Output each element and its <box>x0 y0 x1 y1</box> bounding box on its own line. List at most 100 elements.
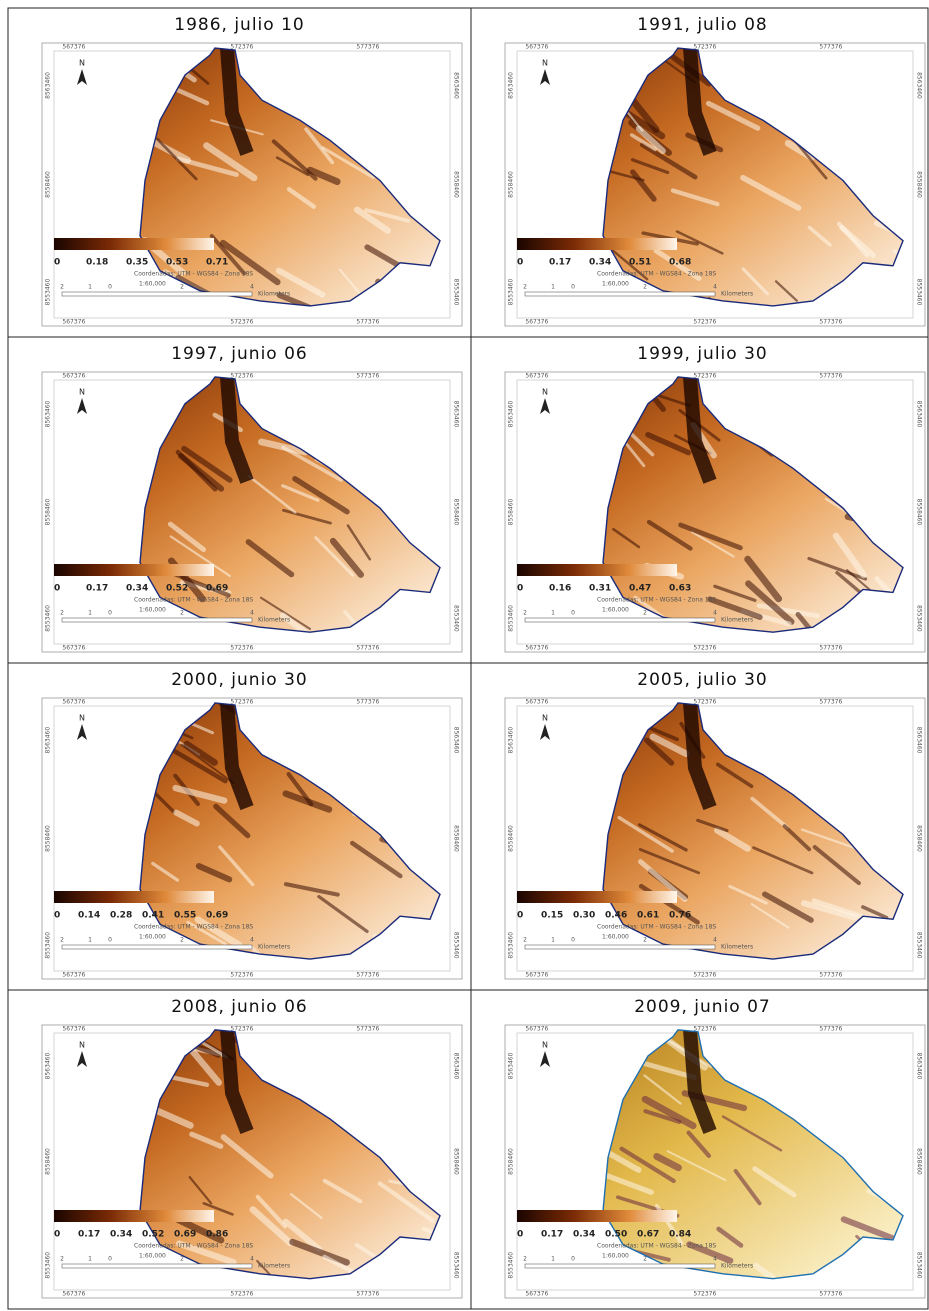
north-arrow <box>540 1051 550 1067</box>
map-inner-frame <box>53 1032 451 1291</box>
legend-bar <box>517 238 677 250</box>
north-arrow <box>77 398 87 414</box>
scale-bar <box>61 944 253 950</box>
panel-title: 2000, junio 30 <box>171 670 308 690</box>
terrain-streak <box>752 846 814 875</box>
scale-text: 1:60,000 <box>602 1253 629 1260</box>
terrain-streak <box>173 809 200 827</box>
terrain-streak <box>175 1216 225 1244</box>
x-coordinate: 567376 <box>62 1026 85 1033</box>
scale-tick: 2 <box>643 1256 647 1263</box>
terrain-streak <box>753 1262 786 1279</box>
y-coordinate: 8563460 <box>45 72 52 99</box>
terrain-streak <box>377 1181 435 1223</box>
y-coordinate: 8563460 <box>453 401 460 428</box>
terrain-streak <box>645 431 692 456</box>
y-coordinate: 8553460 <box>916 1252 923 1279</box>
terrain-streak <box>421 1226 440 1249</box>
x-coordinate: 567376 <box>62 373 85 380</box>
terrain-streak <box>275 267 326 298</box>
y-coordinate: 8553460 <box>45 279 52 306</box>
x-coordinate: 572376 <box>693 1291 716 1298</box>
y-coordinate: 8558460 <box>916 825 923 852</box>
map-panel: 1997, junio 06 567376 567376 572376 572376 57… <box>41 344 463 653</box>
x-coordinate: 577376 <box>819 44 842 51</box>
scale-bar <box>61 291 253 297</box>
terrain-streak <box>750 796 789 829</box>
map-inner-frame <box>516 1032 914 1291</box>
scale-tick: 2 <box>643 610 647 617</box>
terrain-streak <box>271 139 318 181</box>
legend-label: 0.34 <box>126 584 148 594</box>
scale-tick: 1 <box>88 610 92 617</box>
terrain-streak <box>156 137 198 181</box>
y-coordinate: 8553460 <box>508 605 515 632</box>
x-coordinate: 577376 <box>819 699 842 706</box>
terrain-streak <box>835 570 865 596</box>
legend-bar <box>517 891 677 903</box>
x-coordinate: 577376 <box>356 373 379 380</box>
y-coordinate: 8558460 <box>508 1148 515 1175</box>
legend-label: 0.34 <box>573 1230 595 1240</box>
scale-tick: 1 <box>551 610 555 617</box>
terrain-streak <box>666 1150 727 1182</box>
map-panel: 2005, julio 30 567376 567376 572376 572376 57… <box>504 670 926 980</box>
x-coordinate: 572376 <box>230 1026 253 1033</box>
y-coordinate: 8553460 <box>916 279 923 306</box>
north-arrow <box>540 69 550 85</box>
terrain-streak <box>836 221 870 258</box>
x-coordinate: 572376 <box>230 319 253 326</box>
terrain-streak <box>286 187 317 209</box>
y-coordinate: 8558460 <box>453 171 460 198</box>
x-coordinate: 572376 <box>693 1026 716 1033</box>
terrain-streak <box>218 845 255 887</box>
north-arrow <box>540 724 550 740</box>
scale-text: 1:60,000 <box>139 607 166 614</box>
legend-label: 0.16 <box>549 584 571 594</box>
legend-label: 0.15 <box>541 911 563 921</box>
scale-text: 1:60,000 <box>602 281 629 288</box>
terrain-streak <box>317 894 369 934</box>
terrain-streak <box>762 891 814 923</box>
north-label: N <box>79 388 85 397</box>
scale-text: 1:60,000 <box>139 281 166 288</box>
scale-tick: 0 <box>571 610 575 617</box>
terrain-streak <box>807 225 832 247</box>
terrain-streak <box>705 100 761 131</box>
basin-fill <box>140 376 440 633</box>
scale-unit: Kilometers <box>721 291 753 298</box>
x-coordinate: 577376 <box>356 645 379 652</box>
terrain-streak <box>617 815 674 853</box>
scale-unit: Kilometers <box>258 944 290 951</box>
scale-tick: 2 <box>523 610 527 617</box>
legend-label: 0.50 <box>605 1230 627 1240</box>
x-coordinate: 572376 <box>230 645 253 652</box>
legend-label: 0.86 <box>206 1230 228 1240</box>
scale-tick: 1 <box>88 284 92 291</box>
legend-label: 0.52 <box>166 584 188 594</box>
legend-label: 0.18 <box>86 258 108 268</box>
x-coordinate: 577376 <box>819 1026 842 1033</box>
y-coordinate: 8563460 <box>508 727 515 754</box>
legend-bar <box>54 238 214 250</box>
y-coordinate: 8553460 <box>916 932 923 959</box>
terrain-streak <box>255 1194 288 1229</box>
terrain-streak <box>175 449 218 492</box>
legend-label: 0 <box>54 1230 60 1240</box>
scale-tick: 4 <box>713 1256 717 1263</box>
y-coordinate: 8553460 <box>508 932 515 959</box>
terrain-streak <box>608 246 649 281</box>
x-coordinate: 572376 <box>693 44 716 51</box>
panel-title: 2008, junio 06 <box>171 997 308 1017</box>
coordinate-note: Coordenadas: UTM - WGS84 - Zona 18S <box>597 924 716 931</box>
legend-label: 0.61 <box>637 911 659 921</box>
basin-fill <box>603 376 903 633</box>
y-coordinate: 8553460 <box>508 279 515 306</box>
north-arrow <box>77 724 87 740</box>
scale-unit: Kilometers <box>258 1263 290 1270</box>
y-coordinate: 8563460 <box>508 400 515 427</box>
terrain-streak <box>756 603 821 619</box>
legend-label: 0.34 <box>589 258 611 268</box>
x-coordinate: 567376 <box>62 1291 85 1298</box>
panel-title: 2009, junio 07 <box>634 997 771 1017</box>
